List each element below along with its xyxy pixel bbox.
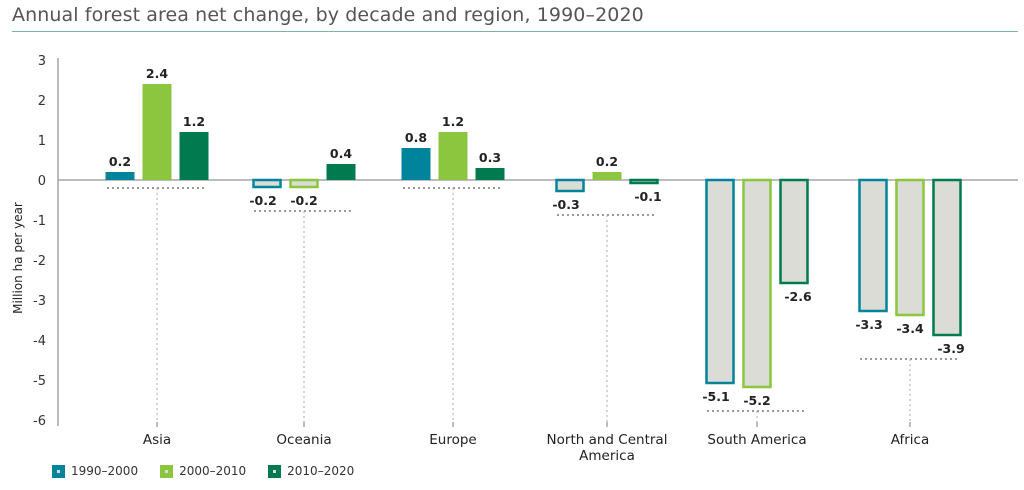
data-label: 0.8: [405, 130, 427, 145]
x-tick-label: South America: [707, 432, 806, 448]
bar: [932, 178, 962, 337]
y-tick-label: -5: [33, 374, 46, 389]
bar: [592, 172, 622, 180]
data-label: -5.2: [743, 393, 770, 408]
y-tick-label: -1: [33, 214, 46, 229]
data-label: 2.4: [146, 66, 168, 81]
y-tick-label: -2: [33, 254, 46, 269]
legend-swatch: [52, 464, 65, 478]
title-divider: [12, 31, 1018, 32]
bar: [438, 132, 468, 180]
bar: [252, 178, 282, 189]
bar: [895, 178, 925, 317]
x-tick-label: Asia: [143, 432, 171, 448]
data-label: 0.2: [109, 154, 131, 169]
legend-swatch: [268, 464, 282, 478]
bar: [705, 178, 735, 385]
y-tick-label: -4: [33, 334, 46, 349]
bar: [475, 168, 505, 180]
data-label: -3.4: [896, 321, 924, 336]
bar: [105, 172, 135, 180]
data-label: 1.2: [183, 114, 205, 129]
data-label: -3.9: [937, 341, 964, 356]
legend-item: 1990–2000: [52, 464, 138, 478]
bar: [326, 164, 356, 180]
legend-label: 1990–2000: [71, 464, 139, 478]
bar: [401, 148, 431, 180]
bar: [142, 84, 172, 180]
y-tick-label: 0: [38, 174, 46, 189]
data-label: 1.2: [442, 114, 464, 129]
legend-label: 2000–2010: [179, 464, 247, 478]
data-label: -5.1: [702, 389, 729, 404]
y-tick-label: -3: [33, 294, 46, 309]
data-label: -0.1: [634, 189, 661, 204]
x-tick-label: Europe: [429, 432, 476, 448]
x-tick-label: North and Central: [547, 432, 668, 448]
legend-item: 2010–2020: [268, 464, 354, 478]
x-tick-label: America: [579, 448, 635, 464]
x-tick-label: Oceania: [276, 432, 331, 448]
data-label: -3.3: [855, 317, 882, 332]
data-label: 0.3: [479, 150, 501, 165]
y-axis-label: Million ha per year: [11, 202, 25, 314]
x-tick-label: Africa: [891, 432, 930, 448]
y-tick-label: 2: [38, 94, 46, 109]
legend: 1990–2000 2000–2010 2010–2020: [52, 464, 354, 478]
legend-label: 2010–2020: [287, 464, 355, 478]
data-label: -2.6: [784, 289, 812, 304]
legend-swatch: [160, 464, 174, 478]
bar: [742, 178, 772, 389]
bar: [289, 178, 319, 189]
data-label: -0.2: [249, 193, 276, 208]
bar: [858, 178, 888, 313]
y-tick-label: -6: [33, 414, 46, 429]
legend-item: 2000–2010: [160, 464, 246, 478]
chart-title: Annual forest area net change, by decade…: [12, 4, 644, 26]
y-tick-label: 3: [38, 54, 46, 69]
data-label: 0.4: [330, 146, 352, 161]
data-label: -0.2: [290, 193, 317, 208]
data-label: -0.3: [552, 197, 579, 212]
bar: [629, 178, 659, 185]
bar: [179, 132, 209, 180]
y-tick-label: 1: [38, 134, 46, 149]
bar: [779, 178, 809, 285]
data-label: 0.2: [596, 154, 618, 169]
bar: [555, 178, 585, 193]
